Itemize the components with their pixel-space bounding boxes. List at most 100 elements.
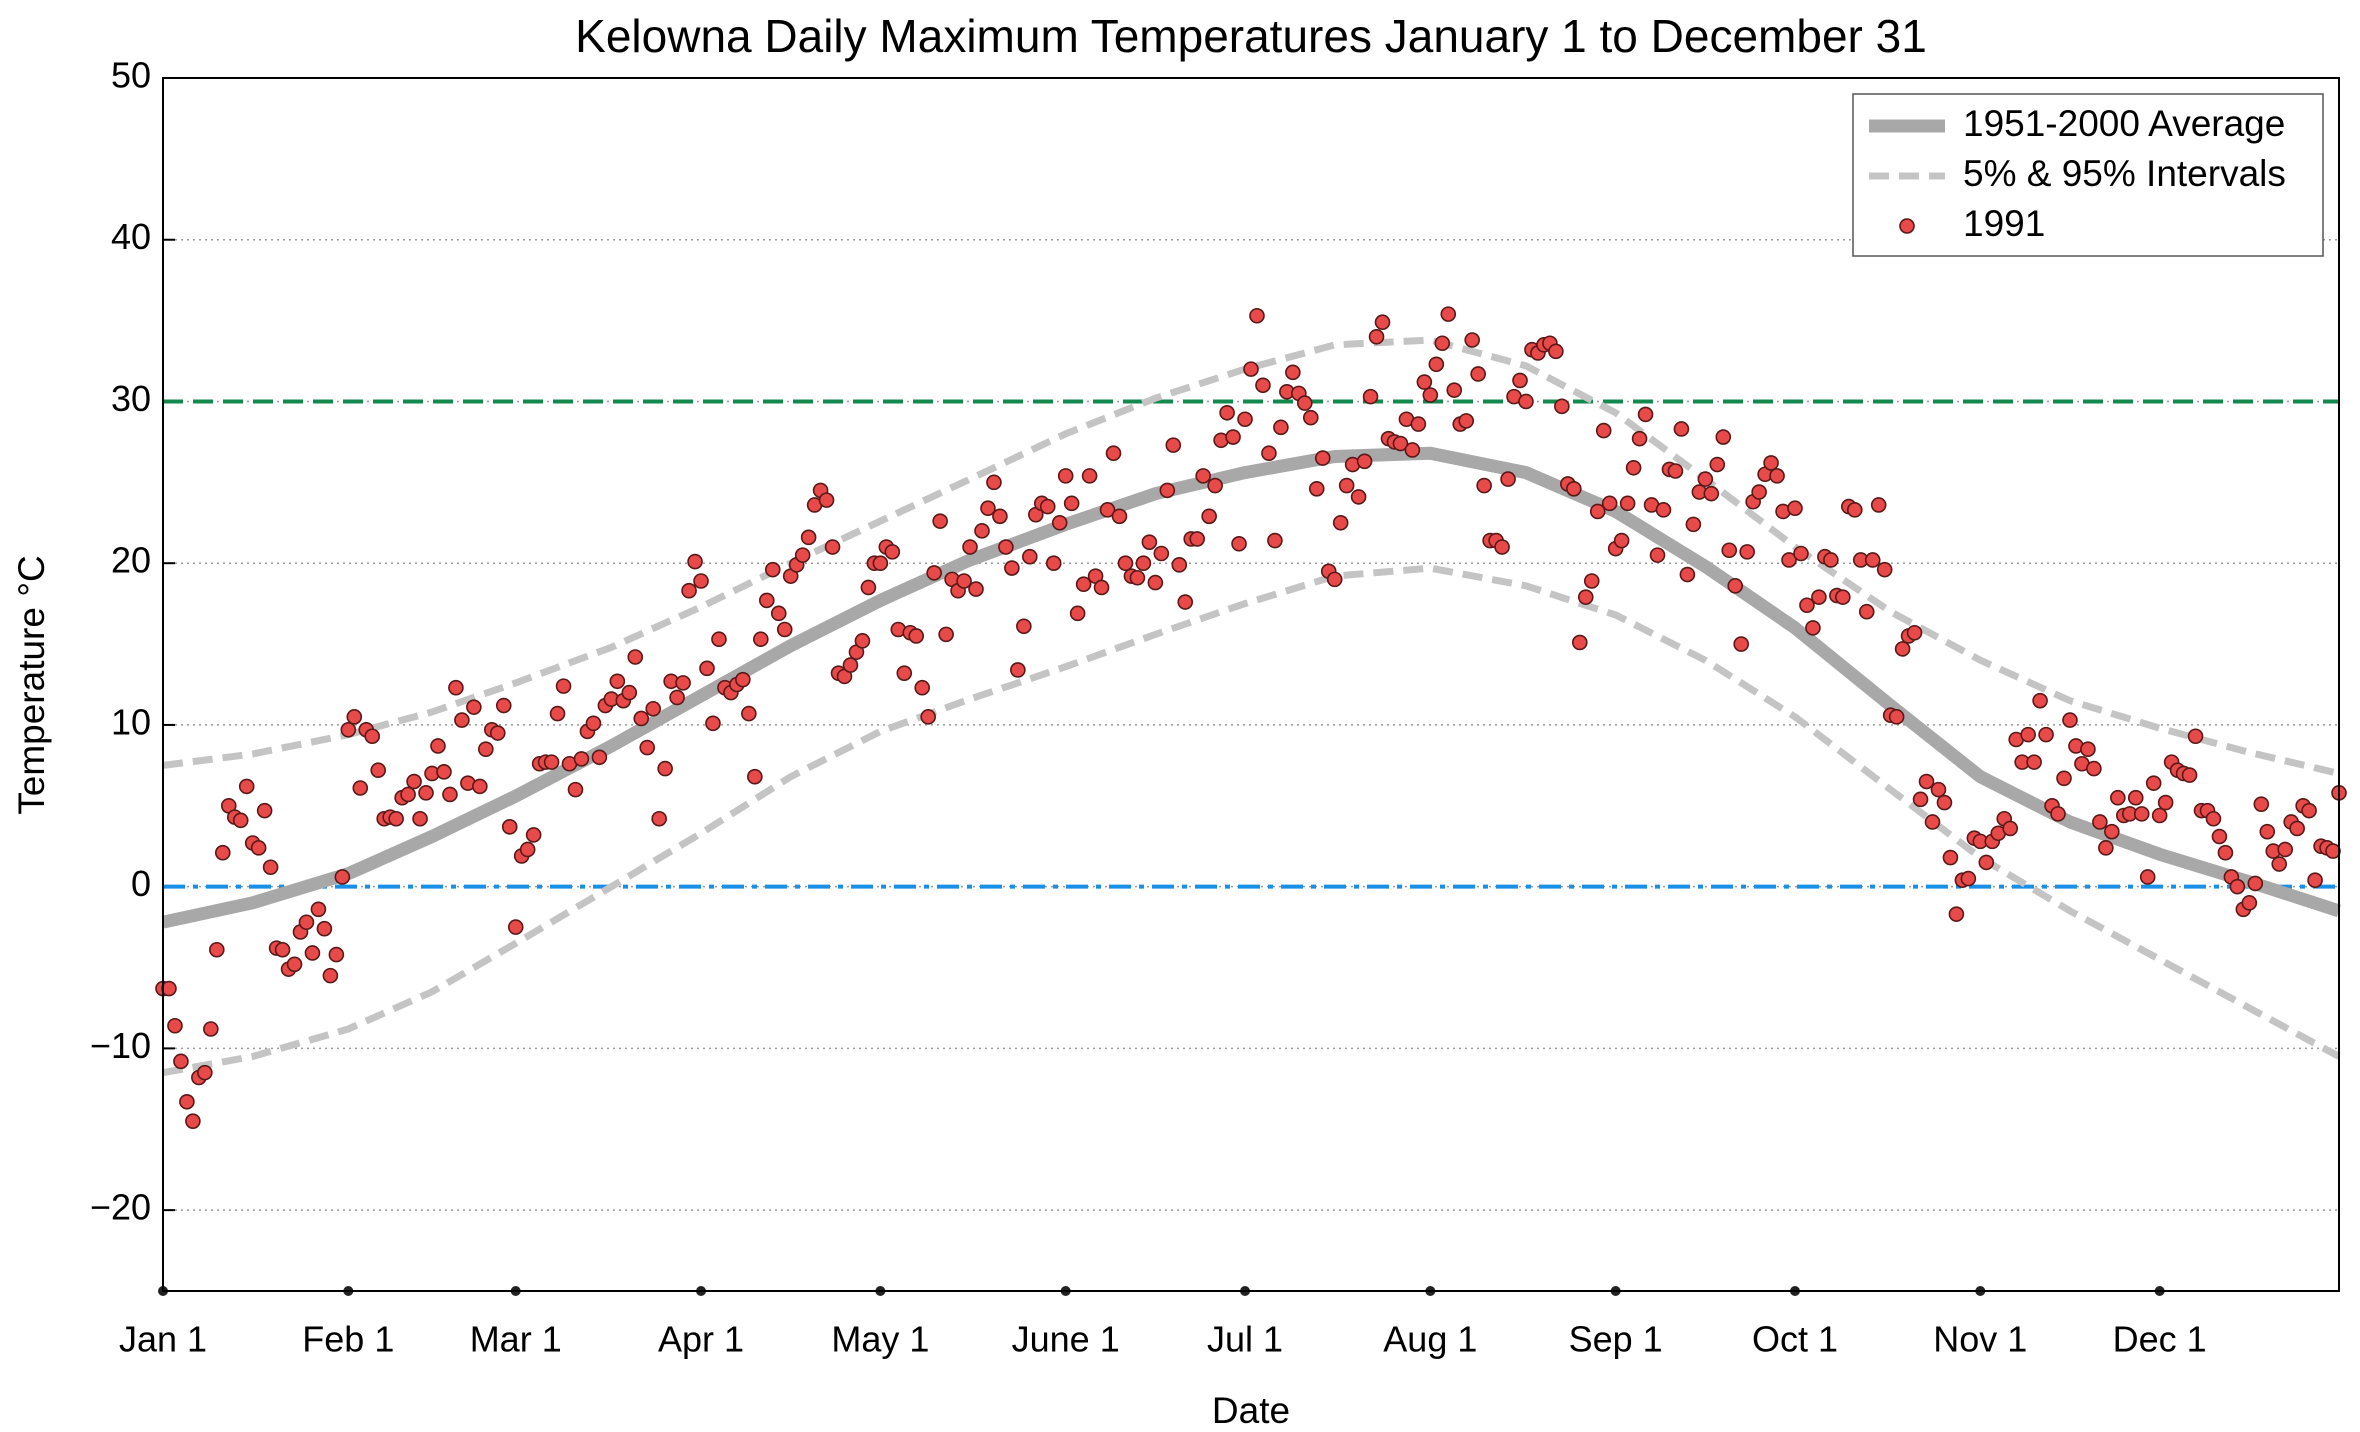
data-point (1727, 578, 1744, 594)
data-point (2133, 806, 2150, 822)
data-point (1297, 395, 1313, 411)
data-point (1404, 442, 1421, 458)
data-point (1703, 485, 1720, 502)
data-point (687, 553, 703, 570)
data-point (2181, 767, 2198, 783)
data-point (818, 492, 835, 508)
data-point (1308, 481, 1325, 497)
data-point (370, 762, 387, 779)
data-point (1583, 573, 1600, 589)
data-point (418, 785, 434, 801)
data-point (1039, 498, 1056, 515)
data-point (334, 869, 351, 885)
data-point (430, 738, 446, 754)
data-point (185, 1113, 201, 1129)
y-tick-label: −20 (90, 1187, 151, 1228)
legend-label: 1991 (1963, 203, 2045, 244)
data-point (495, 697, 512, 714)
data-point (1273, 419, 1289, 436)
data-point (1051, 514, 1068, 531)
data-point (1440, 306, 1457, 322)
x-tick-label: June 1 (1012, 1319, 1120, 1360)
data-point (1081, 468, 1098, 484)
data-point (2187, 728, 2204, 745)
x-tick-label: Oct 1 (1752, 1319, 1838, 1360)
data-point (525, 827, 542, 843)
data-point (2289, 820, 2305, 837)
x-tick-label: Aug 1 (1383, 1319, 1477, 1360)
data-point (412, 810, 428, 827)
data-point (573, 751, 590, 767)
data-point (1392, 435, 1409, 452)
data-point (585, 715, 602, 732)
data-point (2301, 802, 2317, 819)
y-tick-label: 20 (111, 540, 151, 581)
data-point (197, 1064, 213, 1081)
data-point (2259, 823, 2276, 840)
data-point (1422, 387, 1439, 403)
data-point (824, 539, 841, 555)
data-point (1835, 589, 1851, 605)
data-point (1799, 597, 1815, 614)
data-point (800, 529, 817, 546)
data-point (669, 689, 685, 706)
data-point (1207, 477, 1223, 494)
data-point (2056, 770, 2072, 787)
data-point (1888, 709, 1905, 725)
y-tick-label: 40 (111, 216, 151, 257)
data-point (974, 523, 990, 539)
data-point (1141, 534, 1158, 550)
data-point (992, 508, 1008, 525)
x-tick-label: Dec 1 (2113, 1319, 2207, 1360)
data-point (1129, 569, 1146, 586)
x-tick-label: May 1 (831, 1319, 929, 1360)
data-point (1625, 459, 1642, 476)
data-point (1936, 794, 1953, 811)
data-point (1781, 552, 1797, 568)
data-point (1930, 781, 1947, 798)
data-point (758, 592, 775, 609)
data-point (388, 810, 404, 827)
data-point (2026, 754, 2042, 770)
data-point (1219, 404, 1235, 421)
data-point (2277, 841, 2293, 858)
data-point (1589, 503, 1606, 520)
data-point (705, 715, 721, 732)
data-point (1171, 557, 1188, 573)
data-point (1667, 463, 1684, 479)
data-point (2325, 843, 2341, 859)
data-point (346, 709, 363, 725)
data-point (1249, 307, 1265, 324)
data-point (1153, 545, 1170, 562)
data-point (1500, 471, 1516, 487)
data-point (1314, 450, 1331, 466)
data-point (478, 741, 494, 757)
x-tick-label: Feb 1 (302, 1319, 394, 1360)
y-tick-label: 0 (131, 863, 151, 904)
data-point (1942, 849, 1959, 866)
data-point (633, 710, 650, 727)
data-point (1368, 328, 1385, 345)
data-point (454, 712, 470, 728)
data-point (286, 956, 303, 973)
data-point (1763, 455, 1779, 471)
data-point (884, 544, 901, 560)
data-point (968, 581, 984, 597)
data-point (2086, 760, 2102, 777)
data-point (1446, 382, 1463, 398)
data-point (764, 561, 781, 578)
data-point (1057, 468, 1074, 484)
data-point (1338, 477, 1355, 494)
data-point (693, 573, 709, 589)
x-tick-label: Apr 1 (658, 1319, 744, 1360)
data-point (436, 764, 452, 780)
data-point (1350, 489, 1367, 505)
data-point (1924, 814, 1941, 830)
data-point (167, 1017, 183, 1034)
data-point (1512, 372, 1528, 389)
data-point (1416, 374, 1433, 390)
data-point (591, 749, 608, 766)
data-point (2253, 796, 2270, 812)
data-point (1679, 566, 1696, 583)
data-point (466, 699, 482, 715)
